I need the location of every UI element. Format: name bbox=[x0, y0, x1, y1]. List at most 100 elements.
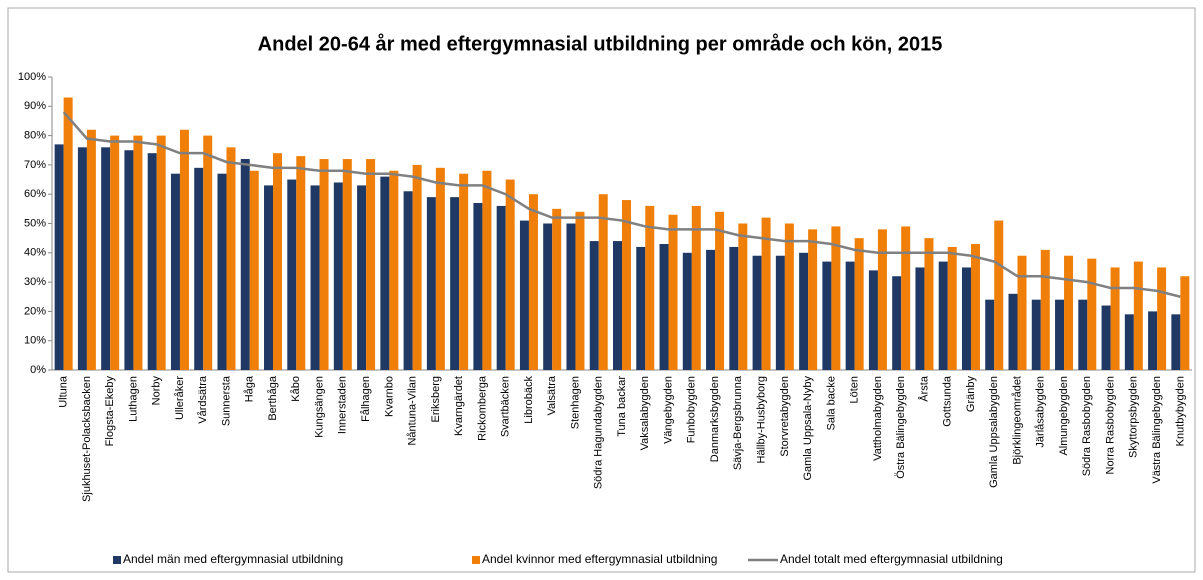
bar bbox=[496, 205, 506, 370]
x-tick-label: Valsätra bbox=[546, 375, 558, 415]
x-tick-label: Librobäck bbox=[523, 376, 535, 424]
x-tick-label: Björklingeområdet bbox=[1011, 376, 1023, 465]
x-tick-label: Gottsunda bbox=[942, 375, 954, 427]
bar bbox=[901, 226, 911, 370]
y-tick-label: 10% bbox=[24, 335, 46, 347]
x-tick-label: Almungebygden bbox=[1058, 376, 1070, 456]
bar bbox=[845, 261, 855, 370]
x-tick-label: Norra Rasbobygden bbox=[1104, 376, 1116, 474]
bar bbox=[179, 129, 189, 370]
bar bbox=[273, 153, 283, 370]
y-tick-label: 100% bbox=[18, 71, 46, 83]
bar bbox=[124, 150, 134, 370]
bar bbox=[1055, 299, 1065, 370]
bar bbox=[1017, 255, 1027, 370]
bar bbox=[784, 223, 794, 370]
bar bbox=[412, 164, 422, 370]
bar bbox=[1064, 255, 1074, 370]
bar bbox=[985, 299, 995, 370]
bar bbox=[706, 249, 716, 370]
x-tick-label: Innerstaden bbox=[337, 376, 349, 434]
bar bbox=[1031, 299, 1041, 370]
bar bbox=[636, 246, 646, 370]
bar bbox=[147, 153, 157, 370]
x-tick-label: Gränby bbox=[965, 376, 977, 413]
bar bbox=[1078, 299, 1088, 370]
y-tick-label: 80% bbox=[24, 130, 46, 142]
y-tick-label: 0% bbox=[30, 364, 46, 376]
bar bbox=[342, 159, 352, 370]
bar bbox=[63, 97, 73, 370]
bar bbox=[994, 220, 1004, 370]
y-tick-label: 30% bbox=[24, 276, 46, 288]
bar bbox=[761, 217, 771, 370]
bar bbox=[473, 202, 483, 370]
bar bbox=[249, 170, 259, 370]
x-tick-label: Vattholmabygden bbox=[872, 376, 884, 461]
x-tick-label: Vaksalabygden bbox=[639, 376, 651, 450]
bar bbox=[426, 197, 436, 370]
x-tick-label: Järlåsabygden bbox=[1035, 376, 1047, 448]
x-tick-label: Hällby-Husbyborg bbox=[755, 376, 767, 463]
bar bbox=[1101, 305, 1111, 370]
x-tick-label: Sunnersta bbox=[220, 375, 232, 426]
bar bbox=[947, 246, 957, 370]
bar bbox=[729, 246, 739, 370]
x-tick-label: Danmarksbygden bbox=[709, 376, 721, 462]
x-tick-label: Storvretabygden bbox=[779, 376, 791, 457]
bar bbox=[589, 241, 599, 370]
bar bbox=[240, 159, 250, 370]
x-tick-label: Berthåga bbox=[267, 375, 279, 421]
bar bbox=[287, 179, 297, 370]
bar bbox=[482, 170, 492, 370]
bar bbox=[622, 200, 631, 370]
bar bbox=[668, 214, 678, 370]
bar bbox=[1171, 314, 1181, 370]
x-tick-label: Årsta bbox=[917, 375, 930, 402]
bar bbox=[915, 267, 925, 370]
x-tick-label: Gamla Uppsala-Nyby bbox=[802, 376, 814, 481]
x-tick-label: Sävja-Bergsbrunna bbox=[732, 375, 744, 470]
bar bbox=[775, 255, 785, 370]
bar bbox=[1008, 293, 1018, 370]
bar bbox=[296, 156, 306, 370]
bar bbox=[924, 238, 934, 370]
x-tick-label: Östra Bälingebygden bbox=[895, 376, 907, 479]
bar bbox=[961, 267, 971, 370]
bar bbox=[505, 179, 515, 370]
bar bbox=[691, 205, 701, 370]
bar bbox=[613, 241, 622, 370]
legend-label: Andel totalt med eftergymnasial utbildni… bbox=[780, 552, 1003, 566]
bar bbox=[450, 197, 460, 370]
bar bbox=[459, 173, 469, 370]
bar bbox=[389, 170, 399, 370]
bar bbox=[194, 167, 204, 370]
bar bbox=[435, 167, 445, 370]
bar bbox=[101, 147, 111, 370]
x-tick-label: Sjukhuset-Polacksbacken bbox=[81, 376, 93, 502]
bar bbox=[1040, 249, 1050, 370]
bar bbox=[1124, 314, 1134, 370]
bar bbox=[86, 129, 96, 370]
bar bbox=[264, 185, 274, 370]
bar bbox=[319, 159, 329, 370]
x-tick-label: Gamla Uppsalabygden bbox=[988, 376, 1000, 488]
bar bbox=[519, 220, 529, 370]
x-tick-label: Knutbybygden bbox=[1174, 376, 1186, 446]
x-tick-label: Nåntuna-Vilan bbox=[407, 376, 419, 446]
y-tick-label: 70% bbox=[24, 159, 46, 171]
y-tick-label: 60% bbox=[24, 188, 46, 200]
x-tick-label: Stenhagen bbox=[569, 376, 581, 429]
bar bbox=[366, 159, 376, 370]
x-tick-label: Sala backe bbox=[825, 376, 837, 430]
bar bbox=[310, 185, 320, 370]
bar bbox=[682, 252, 692, 370]
x-tick-label: Vårdsätra bbox=[197, 375, 209, 424]
x-tick-label: Håga bbox=[244, 375, 256, 402]
bar bbox=[1157, 267, 1167, 370]
bar bbox=[799, 252, 809, 370]
x-tick-label: Vängebygden bbox=[662, 376, 674, 444]
bar bbox=[645, 205, 655, 370]
x-tick-label: Luthagen bbox=[127, 376, 139, 422]
